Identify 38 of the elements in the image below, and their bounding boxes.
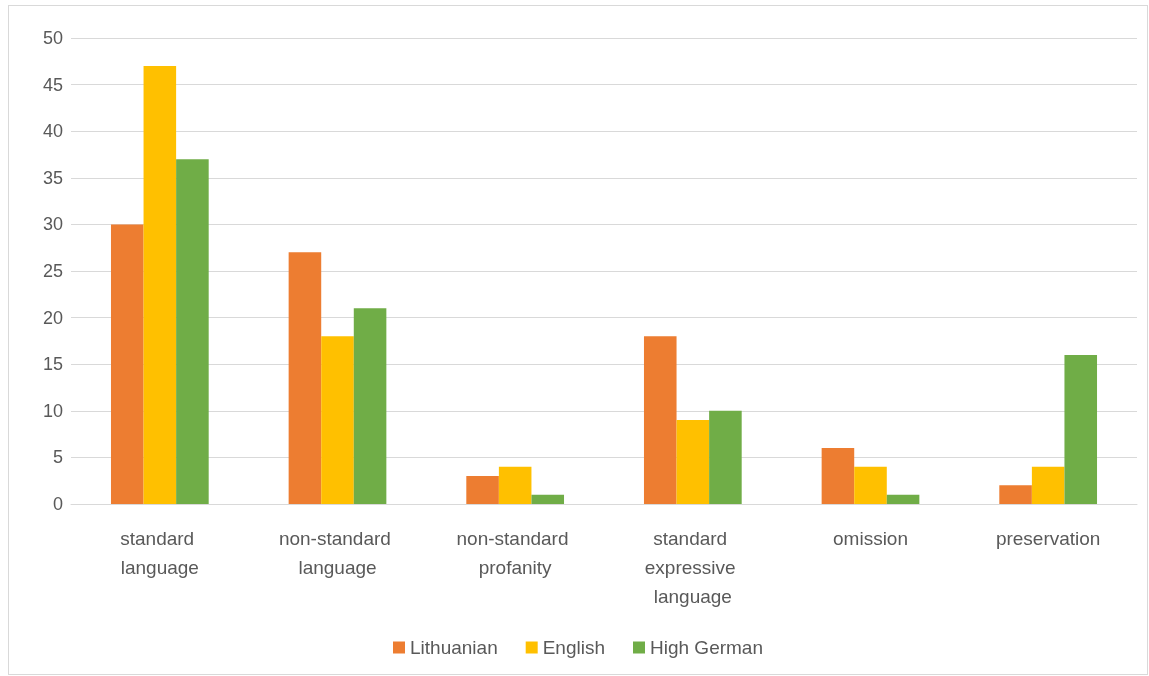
y-tick-label: 20 <box>42 307 63 328</box>
legend-label: High German <box>650 637 764 658</box>
bar <box>353 308 387 504</box>
bar <box>176 159 209 504</box>
y-tick-label: 10 <box>42 400 63 421</box>
y-tick-label: 35 <box>42 167 63 188</box>
x-tick-label: non-standard language <box>278 528 397 578</box>
bar <box>1064 354 1098 504</box>
y-tick-label: 45 <box>42 74 63 95</box>
bar <box>709 410 742 504</box>
x-tick-label: standard language <box>120 528 200 578</box>
legend-label: Lithuanian <box>410 637 498 658</box>
y-tick-label: 30 <box>42 214 63 235</box>
x-tick-label: non-standard profanity <box>456 528 574 578</box>
bar <box>821 448 855 504</box>
y-tick-label: 0 <box>52 494 63 514</box>
bar <box>999 485 1032 504</box>
bar <box>288 252 322 504</box>
bar <box>676 420 710 504</box>
y-tick-label: 25 <box>42 261 63 281</box>
legend-label: English <box>542 637 606 658</box>
bar <box>321 336 354 504</box>
y-tick-label: 40 <box>42 121 63 142</box>
bar <box>1031 466 1065 504</box>
bar <box>110 224 144 504</box>
y-tick-label: 5 <box>52 447 63 468</box>
bar <box>643 336 677 504</box>
bar <box>143 65 177 504</box>
x-tick-label: preservation <box>995 528 1101 549</box>
x-tick-label: omission <box>833 528 908 549</box>
x-tick-label: standard expressive language <box>644 528 741 607</box>
bar <box>498 466 532 504</box>
bar <box>466 476 499 504</box>
bar <box>886 494 920 504</box>
y-tick-label: 50 <box>42 28 63 48</box>
y-tick-label: 15 <box>42 354 63 375</box>
bar <box>531 494 565 504</box>
bar <box>854 466 887 504</box>
